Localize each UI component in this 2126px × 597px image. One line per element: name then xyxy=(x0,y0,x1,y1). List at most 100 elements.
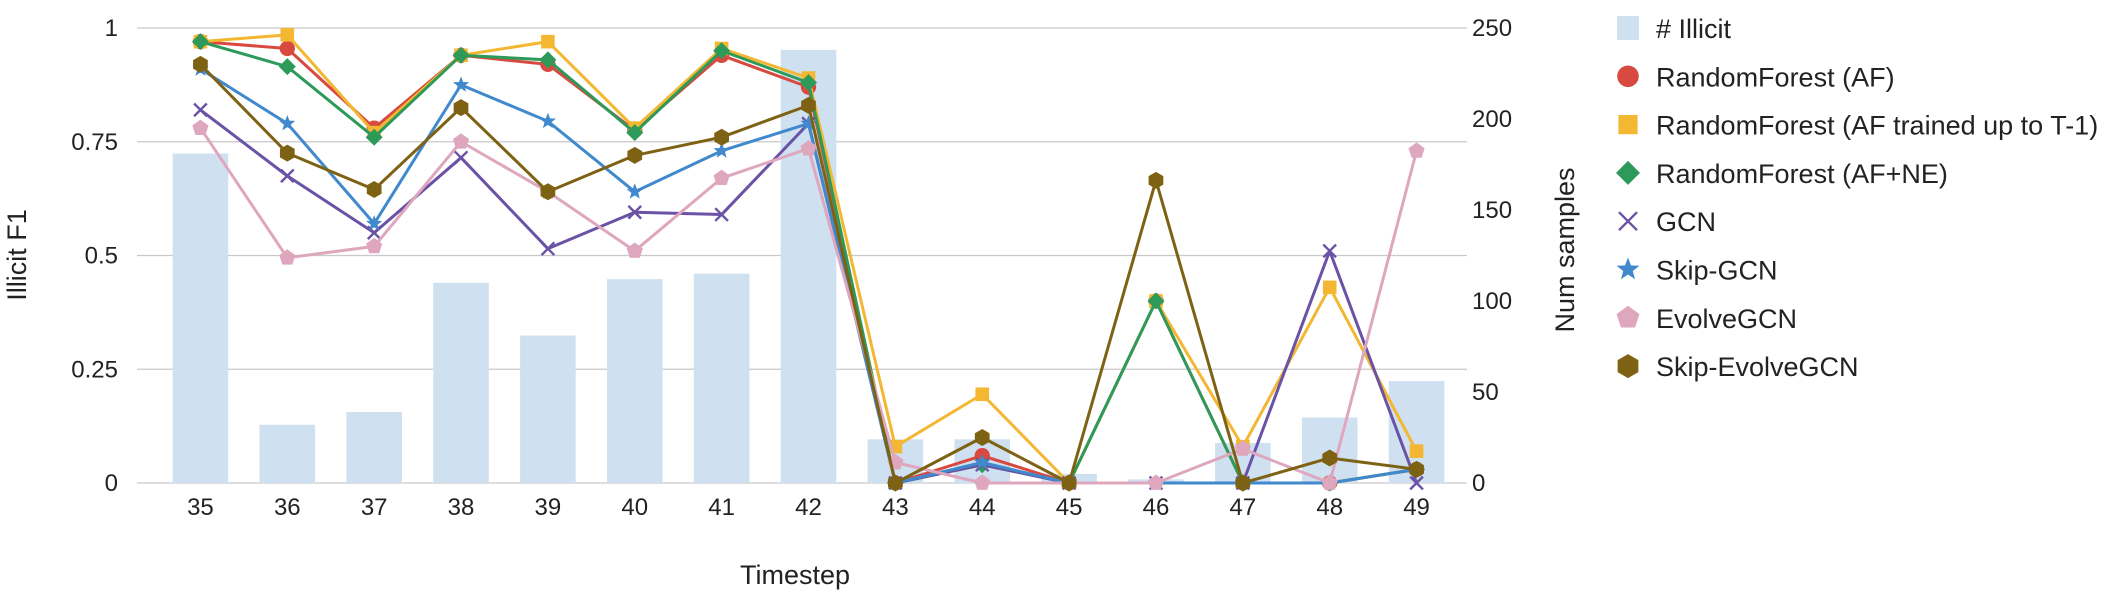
x-tick-label: 46 xyxy=(1143,494,1170,521)
legend-label: RandomForest (AF+NE) xyxy=(1656,159,1948,189)
y-right-tick-label: 50 xyxy=(1472,379,1499,406)
x-tick-label: 35 xyxy=(187,494,214,521)
data-point xyxy=(192,119,209,135)
y-right-tick-label: 0 xyxy=(1472,470,1485,497)
legend-label: GCN xyxy=(1656,207,1716,237)
x-tick-label: 47 xyxy=(1229,494,1256,521)
data-point xyxy=(191,33,209,51)
data-point xyxy=(366,237,383,254)
data-point xyxy=(453,150,469,165)
bar-series xyxy=(172,49,1445,484)
data-point xyxy=(453,99,469,117)
data-point xyxy=(1234,440,1251,456)
data-point xyxy=(1322,243,1337,259)
legend-item: RandomForest (AF+NE) xyxy=(1616,159,1948,189)
data-point xyxy=(279,249,296,265)
y-axis-left-title: Illicit F1 xyxy=(2,209,32,301)
data-point xyxy=(1409,475,1424,491)
data-point xyxy=(540,183,556,201)
x-axis-title: Timestep xyxy=(740,560,850,590)
data-point xyxy=(1147,292,1165,310)
legend-label: EvolveGCN xyxy=(1656,304,1797,334)
data-point xyxy=(1409,444,1424,458)
legend-item: RandomForest (AF trained up to T-1) xyxy=(1618,111,2098,141)
data-point xyxy=(1235,474,1251,492)
series-skip-evolvegcn xyxy=(193,55,1424,492)
data-point xyxy=(193,55,208,73)
legend-label: RandomForest (AF trained up to T-1) xyxy=(1656,111,2098,141)
x-tick-label: 44 xyxy=(969,494,996,521)
data-point xyxy=(193,102,208,118)
x-tick-label: 43 xyxy=(882,494,909,521)
legend-item: EvolveGCN xyxy=(1616,304,1797,334)
data-point xyxy=(279,144,295,162)
x-tick-label: 38 xyxy=(448,494,475,521)
data-point xyxy=(975,387,990,402)
legend-swatch xyxy=(1617,65,1639,88)
data-point xyxy=(974,454,991,470)
data-point xyxy=(713,142,730,158)
data-point xyxy=(800,140,817,156)
data-point xyxy=(365,128,383,146)
data-point xyxy=(714,128,729,146)
y-left-tick-label: 0.75 xyxy=(71,129,118,156)
data-point xyxy=(626,183,643,199)
legend-label: Skip-GCN xyxy=(1656,256,1778,286)
data-point xyxy=(1322,280,1337,295)
data-point xyxy=(713,169,730,186)
data-point xyxy=(626,242,643,258)
y-left-tick-label: 0 xyxy=(105,470,118,497)
x-tick-label: 39 xyxy=(535,494,562,521)
legend-swatch xyxy=(1616,257,1640,280)
legend-swatch xyxy=(1616,160,1640,185)
data-point xyxy=(974,429,990,446)
y-left-tick-label: 0.25 xyxy=(71,356,118,383)
x-tick-label: 37 xyxy=(361,494,388,521)
x-tick-label: 41 xyxy=(708,494,735,521)
data-point xyxy=(888,474,903,492)
legend-item: Skip-GCN xyxy=(1616,256,1778,286)
data-point xyxy=(452,133,470,149)
data-point xyxy=(279,115,296,131)
data-point xyxy=(627,146,643,164)
legend-label: # Illicit xyxy=(1656,14,1732,44)
data-point xyxy=(627,205,642,220)
bar-illicit-count xyxy=(172,153,229,483)
legend-swatch xyxy=(1617,354,1639,379)
data-point xyxy=(540,241,556,256)
data-point xyxy=(801,96,816,114)
data-point xyxy=(280,28,295,42)
data-point xyxy=(278,58,296,76)
x-tick-label: 48 xyxy=(1316,494,1343,521)
data-point xyxy=(800,115,817,131)
y-right-tick-label: 250 xyxy=(1472,15,1512,42)
legend-item: GCN xyxy=(1618,207,1716,237)
legend-swatch xyxy=(1617,16,1639,40)
y-right-tick-label: 200 xyxy=(1472,106,1512,133)
axes: 0 0.25 0.5 0.75 1 0 50 100 150 200 250 35 36 37 38 39 40… xyxy=(71,15,1512,521)
data-point xyxy=(1061,474,1077,492)
data-point xyxy=(1409,460,1424,478)
data-point xyxy=(1148,171,1164,189)
bar-illicit-count xyxy=(693,273,750,483)
data-point xyxy=(1408,142,1425,158)
legend-item: # Illicit xyxy=(1617,14,1732,44)
y-left-tick-label: 1 xyxy=(105,15,118,42)
y-left-tick-label: 0.5 xyxy=(85,243,118,270)
data-point xyxy=(1147,474,1165,490)
legend: # Illicit RandomForest (AF) RandomForest (… xyxy=(1616,14,2098,382)
bar-illicit-count xyxy=(433,282,489,483)
legend-swatch xyxy=(1618,115,1638,135)
x-tick-label: 49 xyxy=(1403,494,1430,521)
bar-illicit-count xyxy=(346,412,402,483)
legend-label: Skip-EvolveGCN xyxy=(1656,352,1859,382)
y-right-tick-label: 150 xyxy=(1472,197,1512,224)
data-point xyxy=(714,207,729,222)
data-point xyxy=(713,42,731,60)
legend-label: RandomForest (AF) xyxy=(1656,62,1895,92)
bar-illicit-count xyxy=(259,424,316,483)
data-point xyxy=(974,474,991,490)
bar-illicit-count xyxy=(606,279,663,483)
line-series xyxy=(191,28,1426,492)
